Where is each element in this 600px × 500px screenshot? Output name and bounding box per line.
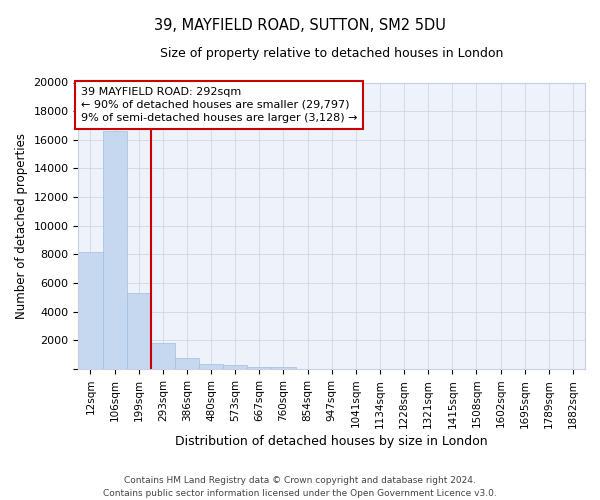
Bar bbox=[199, 364, 223, 369]
Bar bbox=[247, 366, 271, 369]
Text: Contains HM Land Registry data © Crown copyright and database right 2024.
Contai: Contains HM Land Registry data © Crown c… bbox=[103, 476, 497, 498]
Bar bbox=[223, 365, 247, 369]
Text: 39, MAYFIELD ROAD, SUTTON, SM2 5DU: 39, MAYFIELD ROAD, SUTTON, SM2 5DU bbox=[154, 18, 446, 32]
Bar bbox=[79, 252, 103, 369]
Y-axis label: Number of detached properties: Number of detached properties bbox=[15, 133, 28, 319]
Bar bbox=[271, 366, 296, 369]
Bar bbox=[127, 293, 151, 369]
Text: 39 MAYFIELD ROAD: 292sqm
← 90% of detached houses are smaller (29,797)
9% of sem: 39 MAYFIELD ROAD: 292sqm ← 90% of detach… bbox=[81, 87, 358, 123]
X-axis label: Distribution of detached houses by size in London: Distribution of detached houses by size … bbox=[175, 434, 488, 448]
Bar bbox=[175, 358, 199, 369]
Bar bbox=[103, 131, 127, 369]
Title: Size of property relative to detached houses in London: Size of property relative to detached ho… bbox=[160, 48, 503, 60]
Bar bbox=[151, 342, 175, 369]
